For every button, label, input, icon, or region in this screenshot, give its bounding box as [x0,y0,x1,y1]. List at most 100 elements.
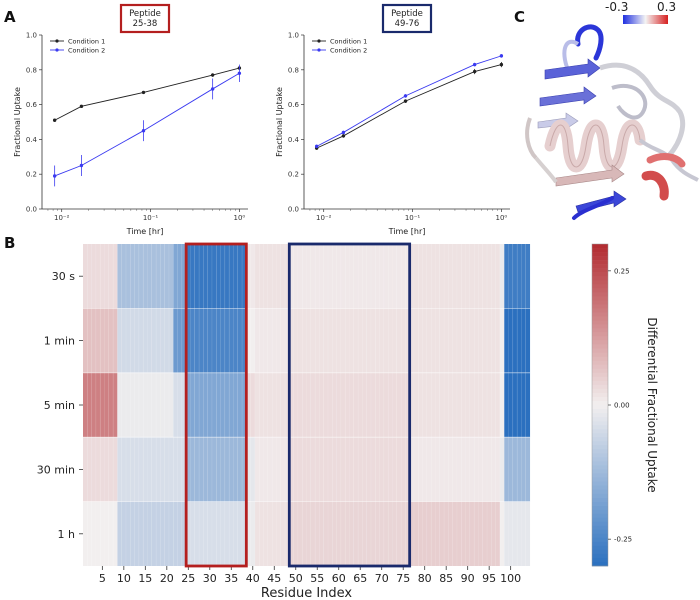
heatmap-cell [495,437,500,502]
heatmap-cell [267,308,273,373]
heatmap-cell [478,244,483,309]
heatmap-cell [388,501,393,566]
heatmap-cell [229,501,234,566]
heatmap-cell [315,372,320,438]
heatmap-cell [439,308,445,373]
heatmap-cell [151,308,157,373]
residue-tick-label: 80 [418,572,432,585]
y-tick-label: 0.0 [288,206,299,214]
heatmap-cell [401,501,406,566]
heatmap-cell [272,244,277,309]
colorbar-step [592,324,608,329]
heatmap-cell [246,372,251,438]
heatmap-cell [521,372,526,438]
heatmap-cell [353,372,359,438]
heatmap-cell [297,308,303,373]
colorbar-step [592,268,608,273]
heatmap-cell [396,244,402,309]
heatmap-cell [130,372,135,438]
heatmap-cell [168,244,174,309]
colorbar-tick-label: 0.00 [614,402,630,410]
colorbar-step [592,525,608,531]
heatmap-cell [388,437,393,502]
heatmap-cell [353,308,359,373]
heatmap-cell [216,308,221,373]
heatmap-cell [362,501,367,566]
heatmap-cell [487,372,492,438]
heatmap-cell [194,501,200,566]
heatmap-cell [134,308,139,373]
colorbar-step [592,356,608,362]
heatmap-cell [143,372,148,438]
residue-tick-label: 75 [396,572,410,585]
colorbar-step [592,537,608,543]
heatmap-cell [426,372,432,438]
heatmap-cell [95,372,101,438]
heatmap-cell [91,244,96,309]
colorbar-step [592,517,608,523]
heatmap-cell [177,244,182,309]
heatmap-cell [444,501,449,566]
heatmap-cell [491,244,496,309]
residue-tick-label: 5 [99,572,106,585]
heatmap-cell [199,244,204,309]
heatmap-cell [499,244,505,309]
colorbar-step [592,388,608,394]
heatmap-cell [130,437,135,502]
heatmap-cell [87,372,92,438]
heatmap-cell [285,437,290,502]
heatmap-cell [478,437,483,502]
heatmap-cell [431,308,436,373]
heatmap-cell [508,244,513,309]
heatmap-cell [173,437,178,502]
row-label: 30 s [52,270,75,283]
heatmap-cell [121,372,127,438]
heatmap-cell [465,308,470,373]
heatmap-cell [413,244,419,309]
colorbar-step [592,348,608,353]
heatmap-cell [315,308,320,373]
heatmap-cell [521,244,526,309]
panel-label-a: A [4,8,16,26]
heatmap-cell [452,437,457,502]
heatmap-cell [439,437,445,502]
heatmap-cell [495,501,500,566]
heatmap-cell [323,372,329,438]
heatmap-cell [168,372,174,438]
heatmap-cell [100,244,105,309]
x-tick-label: 10⁻² [54,214,70,222]
heatmap-cell [439,501,445,566]
heatmap-cell [285,244,290,309]
heatmap-cell [383,437,389,502]
heatmap-cell [345,437,350,502]
heatmap-cell [250,308,255,373]
colorbar-step [592,453,608,458]
heatmap-cell [259,308,264,373]
heatmap-cell [104,372,109,438]
heatmap-cell [104,437,109,502]
heatmap-cell [203,372,208,438]
heatmap-cell [130,501,135,566]
colorbar-step [592,457,608,462]
heatmap-cell [83,372,88,438]
heatmap-cell [125,308,131,373]
data-point [141,90,146,95]
colorbar-step [592,332,608,337]
colorbar-step [592,400,608,406]
heatmap-cell [418,308,423,373]
heatmap-cell [177,372,182,438]
heatmap-cell [362,437,367,502]
heatmap-cell [452,308,457,373]
data-point [499,62,504,67]
heatmap-cell [242,437,247,502]
x-tick-label: 10⁻¹ [143,214,159,222]
heatmap-cell [409,372,414,438]
colorbar-step [592,485,608,490]
x-tick-label: 10⁻¹ [405,214,421,222]
heatmap-cell [121,308,127,373]
heatmap-cell [499,372,505,438]
heatmap-cell [224,372,230,438]
heatmap-cell [508,501,513,566]
heatmap-cell [147,308,152,373]
